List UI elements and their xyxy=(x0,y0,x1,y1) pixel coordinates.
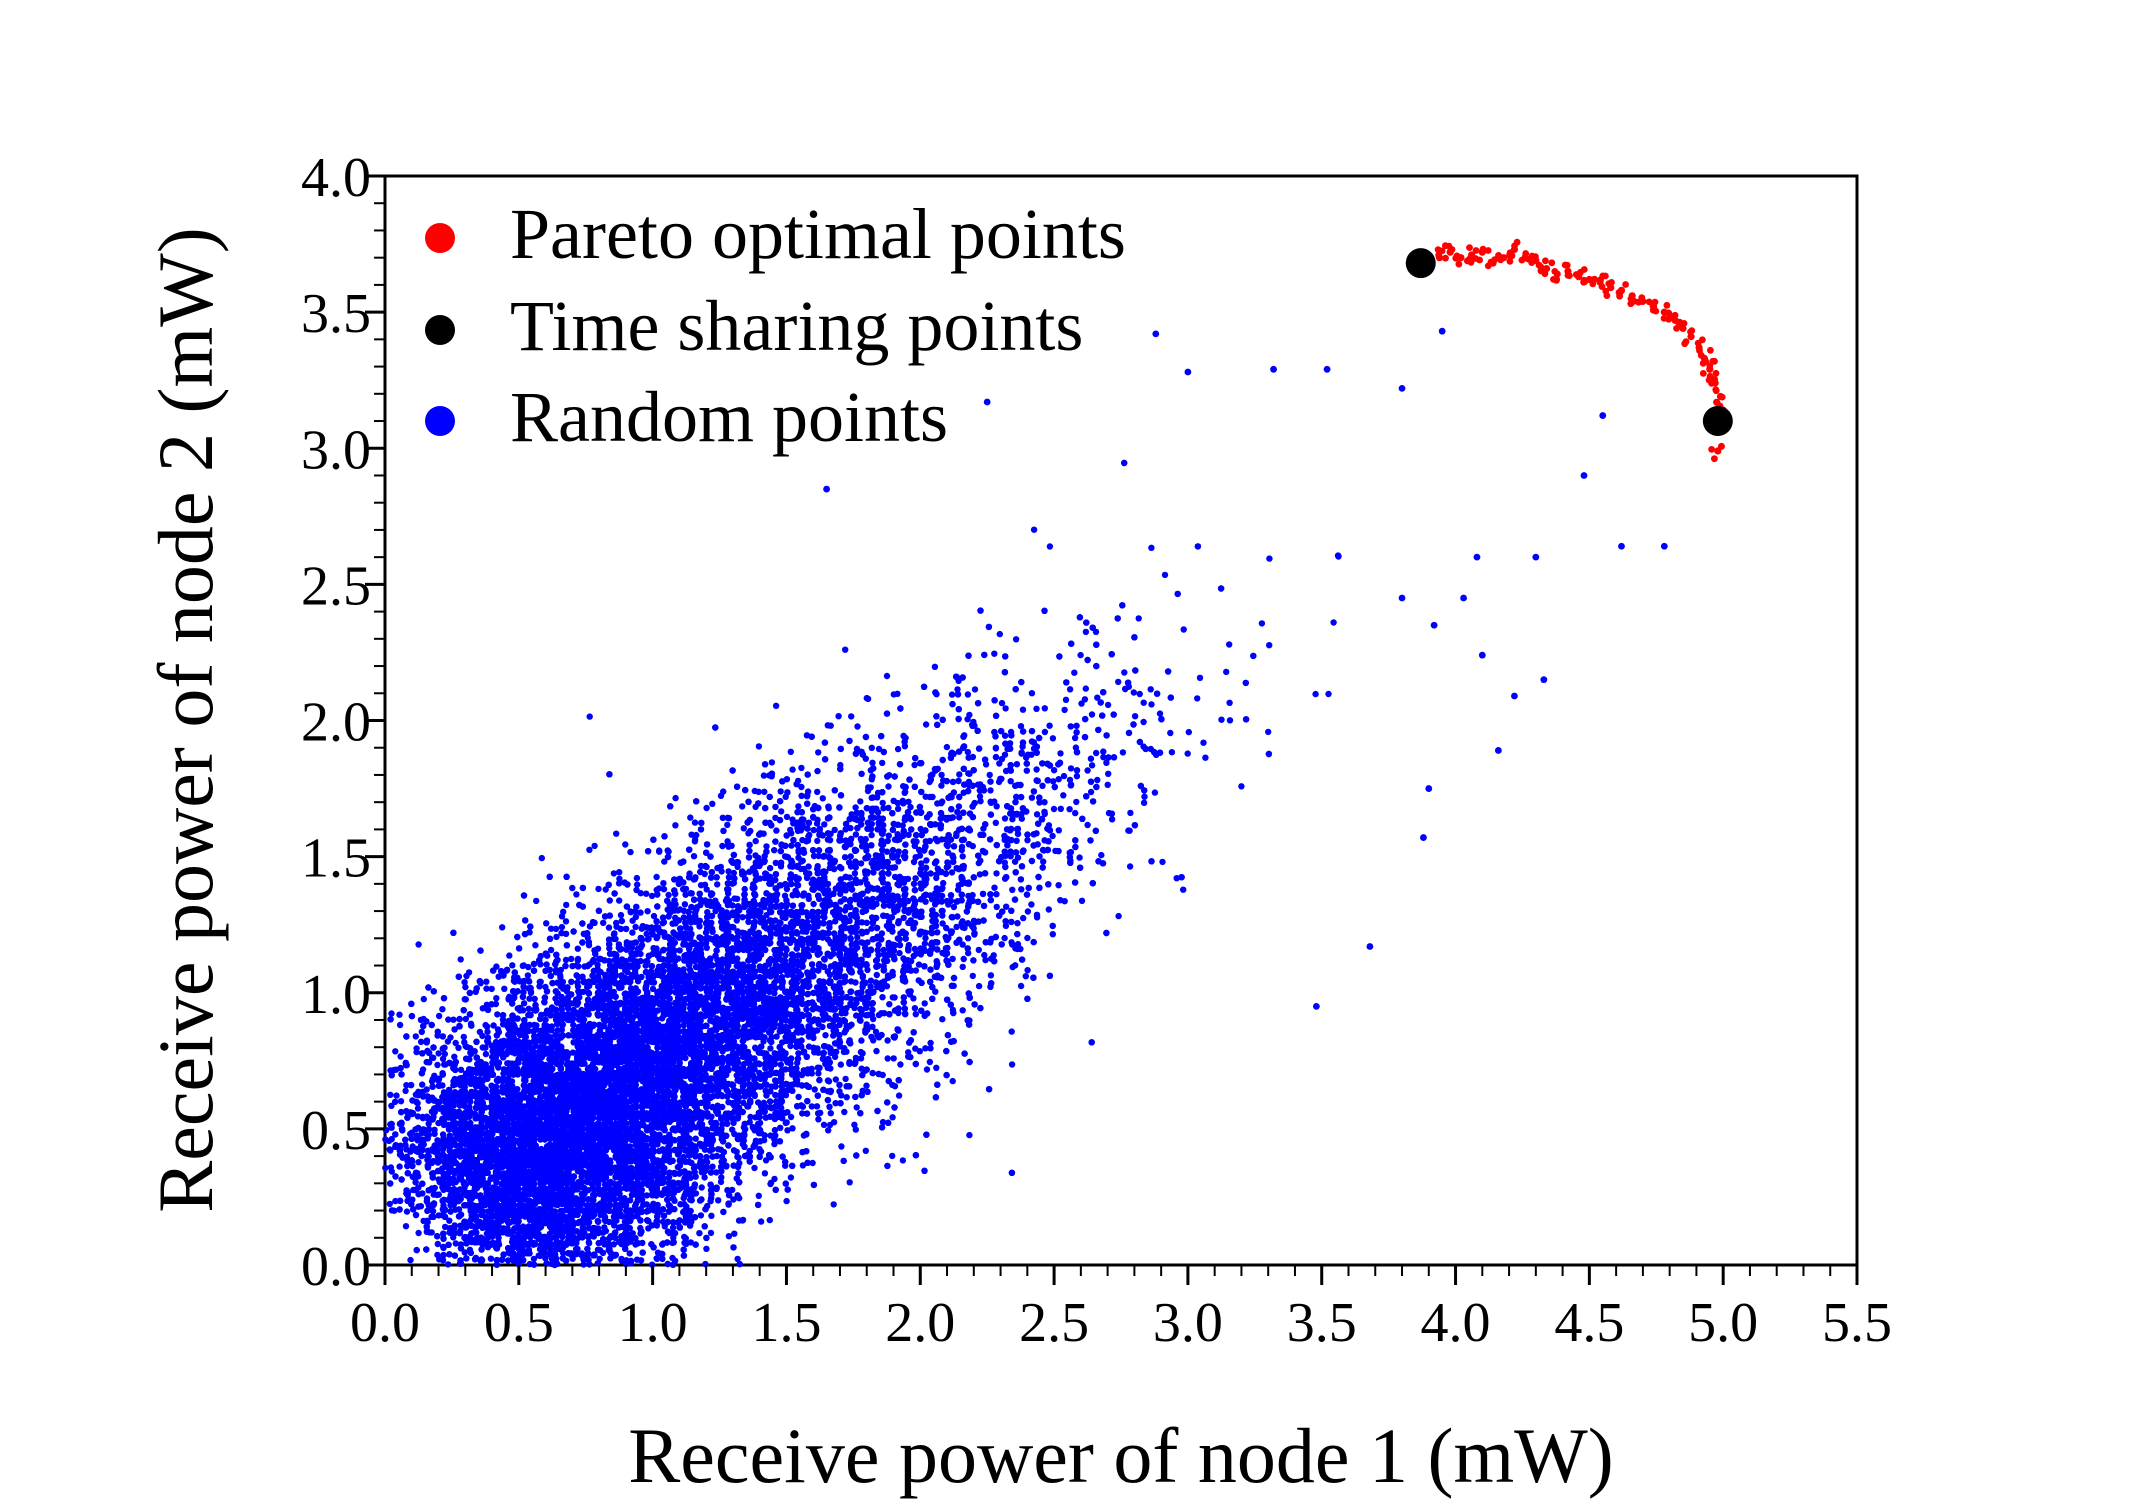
random-points-series xyxy=(382,327,1668,1269)
random-point xyxy=(1226,641,1233,648)
random-point xyxy=(1151,789,1159,796)
random-point xyxy=(1009,816,1016,823)
random-point xyxy=(1041,705,1049,712)
random-point xyxy=(393,1092,400,1099)
random-point xyxy=(415,941,422,948)
random-point xyxy=(1084,767,1091,774)
random-point xyxy=(1325,690,1332,698)
random-point xyxy=(1067,765,1075,772)
random-point xyxy=(808,1103,815,1110)
random-point xyxy=(810,900,817,908)
random-point xyxy=(976,871,984,878)
random-point xyxy=(1041,799,1048,806)
random-point xyxy=(729,1186,736,1194)
random-point xyxy=(482,1050,490,1058)
random-point xyxy=(626,1250,633,1257)
random-point xyxy=(772,702,780,709)
random-point xyxy=(715,1197,722,1204)
random-point xyxy=(1028,794,1036,801)
random-point xyxy=(795,1093,802,1101)
random-point xyxy=(479,1077,486,1085)
random-point xyxy=(701,1174,708,1181)
random-point xyxy=(922,934,929,942)
random-point xyxy=(387,1091,394,1099)
random-point xyxy=(949,1077,956,1085)
random-point xyxy=(763,912,770,919)
random-point xyxy=(713,1169,720,1176)
random-point xyxy=(771,1050,778,1057)
random-point xyxy=(1073,773,1081,780)
random-point xyxy=(1078,897,1086,904)
random-point xyxy=(696,1230,703,1237)
random-point xyxy=(1194,695,1201,702)
random-point xyxy=(843,1094,850,1101)
random-point xyxy=(547,925,555,932)
random-point xyxy=(397,1053,404,1060)
random-point xyxy=(735,1154,742,1161)
random-point xyxy=(986,771,993,779)
random-point xyxy=(762,1157,770,1164)
random-point xyxy=(885,804,892,812)
random-point xyxy=(446,1217,453,1224)
random-point xyxy=(879,994,886,1001)
random-point xyxy=(950,903,958,911)
random-point xyxy=(1022,973,1029,980)
random-point xyxy=(820,1121,828,1129)
random-point xyxy=(490,1022,497,1029)
